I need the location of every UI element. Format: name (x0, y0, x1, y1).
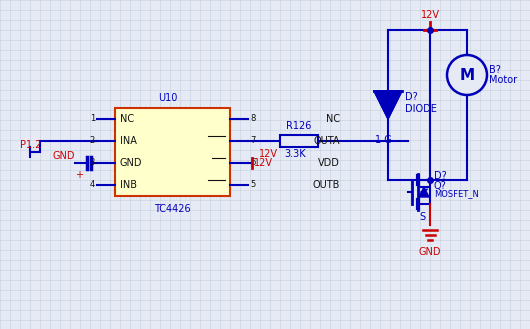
Text: OUTB: OUTB (313, 180, 340, 190)
Text: 3.3K: 3.3K (284, 149, 306, 159)
Text: GND: GND (52, 151, 75, 161)
Text: TC4426: TC4426 (154, 204, 191, 214)
Text: INB: INB (120, 180, 137, 190)
Text: U10: U10 (158, 93, 177, 103)
Text: D?: D? (434, 171, 447, 181)
Text: GND: GND (120, 158, 143, 167)
Text: OUTA: OUTA (314, 136, 340, 145)
Text: GND: GND (419, 247, 441, 257)
Text: S: S (419, 212, 425, 222)
Text: 6: 6 (250, 158, 255, 167)
Text: P1.2: P1.2 (20, 140, 41, 150)
Text: B?: B? (489, 65, 501, 75)
Text: 4: 4 (90, 180, 95, 189)
Text: MOSFET_N: MOSFET_N (434, 190, 479, 198)
Text: 12V: 12V (254, 158, 273, 167)
Text: R126: R126 (286, 120, 312, 131)
Text: Q?: Q? (434, 181, 447, 191)
Text: 12V: 12V (259, 149, 278, 159)
Text: 1: 1 (90, 114, 95, 123)
Text: 2: 2 (90, 136, 95, 145)
Polygon shape (374, 91, 402, 119)
Text: NC: NC (326, 114, 340, 124)
Bar (280, 135, 318, 146)
Text: VDD: VDD (318, 158, 340, 167)
Text: 3: 3 (90, 158, 95, 167)
Text: DIODE: DIODE (405, 104, 437, 114)
Text: 8: 8 (250, 114, 255, 123)
Polygon shape (419, 187, 429, 197)
Text: 7: 7 (250, 136, 255, 145)
Text: INA: INA (120, 136, 137, 145)
Text: 5: 5 (250, 180, 255, 189)
Text: 12V: 12V (420, 10, 439, 20)
Text: D?: D? (405, 92, 418, 102)
Text: +: + (75, 169, 83, 180)
Bar (115, 108, 230, 196)
Text: M: M (460, 67, 474, 83)
Text: NC: NC (120, 114, 134, 124)
Circle shape (447, 55, 487, 95)
Text: Motor: Motor (489, 75, 517, 85)
Text: 1 G: 1 G (375, 135, 392, 144)
